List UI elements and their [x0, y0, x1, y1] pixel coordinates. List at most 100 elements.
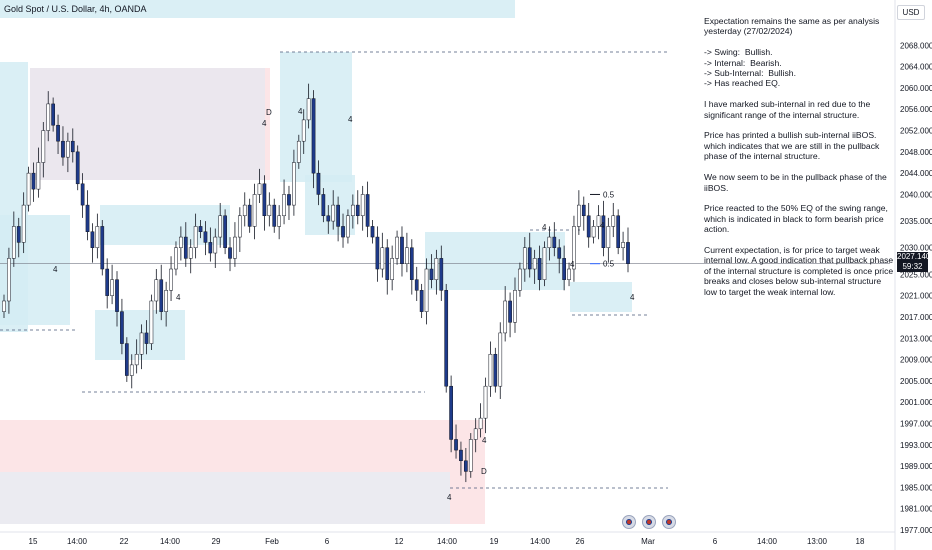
structure-label: D: [266, 108, 272, 117]
price-tick-label: 2005.000: [900, 377, 932, 386]
candle-body: [203, 231, 208, 243]
structure-label: 4: [262, 119, 267, 128]
candle-body: [527, 247, 532, 270]
candle-body: [95, 226, 100, 248]
candle-body: [405, 247, 409, 264]
structure-zone: [0, 472, 450, 524]
candle-body: [139, 332, 144, 355]
candle-body: [26, 172, 31, 206]
candle-body: [144, 332, 149, 344]
price-tick-label: 2040.000: [900, 190, 932, 199]
candle-body: [468, 439, 473, 472]
price-tick-label: 2048.000: [900, 148, 932, 157]
chart-title: Gold Spot / U.S. Dollar, 4h, OANDA: [4, 4, 147, 14]
candle-body: [409, 247, 414, 280]
candle-body: [149, 300, 154, 344]
structure-label: 4: [630, 293, 635, 302]
candle-body: [390, 258, 395, 280]
currency-button[interactable]: USD: [897, 5, 925, 20]
candle-body: [267, 204, 272, 217]
flag-us-icon[interactable]: [662, 515, 676, 529]
candle-body: [522, 247, 527, 270]
candle-body: [355, 204, 360, 217]
candle-body: [581, 204, 586, 217]
bar-countdown: 59:32: [902, 262, 923, 271]
candle-body: [513, 290, 517, 323]
candle-body: [518, 268, 522, 291]
candle-body: [429, 268, 434, 280]
time-tick-label: 6: [713, 537, 718, 546]
candle-body: [341, 226, 345, 238]
candle-body: [262, 183, 267, 217]
candle-body: [616, 215, 621, 248]
price-tick-label: 2001.000: [900, 398, 932, 407]
candle-body: [164, 290, 168, 312]
candle-body: [16, 226, 21, 243]
candle-body: [11, 226, 16, 259]
time-tick-label: 18: [856, 537, 865, 546]
candle-body: [557, 247, 562, 259]
last-price-tag: 2027.140 59:32: [897, 252, 931, 272]
candle-body: [562, 258, 566, 280]
candle-body: [572, 226, 576, 270]
candle-body: [159, 279, 164, 312]
candle-body: [395, 236, 399, 259]
candle-body: [370, 226, 375, 238]
price-tick-label: 1989.000: [900, 462, 932, 471]
flag-us-icon[interactable]: [622, 515, 636, 529]
candle-body: [439, 258, 444, 291]
candle-body: [449, 385, 453, 440]
candle-body: [301, 119, 306, 142]
candle-body: [70, 140, 75, 153]
candle-body: [542, 247, 547, 280]
structure-label: D: [481, 467, 487, 476]
structure-zone: [0, 215, 70, 325]
candle-body: [124, 343, 129, 376]
candle-body: [287, 194, 291, 206]
candle-body: [336, 204, 340, 227]
price-tick-label: 1977.000: [900, 526, 932, 535]
price-tick-label: 2035.000: [900, 217, 932, 226]
time-tick-label: 14:00: [437, 537, 458, 546]
candle-body: [444, 290, 449, 387]
candle-body: [56, 124, 60, 142]
time-axis: 15 14:00 22 14:00 29 Feb 6 12 14:00 19 14:00 26 Mar 6…: [0, 531, 895, 546]
price-tick-label: 2056.000: [900, 105, 932, 114]
candle-body: [75, 151, 80, 185]
candle-body: [419, 290, 424, 312]
structure-zone: [0, 0, 515, 18]
candle-body: [596, 215, 601, 227]
candle-body: [154, 279, 159, 302]
price-tick-label: 2030.000: [900, 244, 932, 253]
candle-body: [213, 236, 218, 254]
candle-body: [183, 236, 188, 259]
price-tick-label: 1993.000: [900, 441, 932, 450]
candle-body: [110, 279, 114, 296]
candle-body: [282, 194, 286, 217]
time-tick-label: 29: [212, 537, 221, 546]
candle-body: [621, 242, 625, 248]
time-tick-label: 12: [395, 537, 404, 546]
time-tick-label: 14:00: [757, 537, 778, 546]
price-tick-label: 2060.000: [900, 84, 932, 93]
candle-body: [41, 130, 46, 163]
candle-body: [601, 215, 606, 248]
grid-layer: [0, 51, 890, 489]
last-price-value: 2027.140: [897, 252, 931, 261]
candle-body: [503, 300, 508, 334]
time-tick-label: 19: [490, 537, 499, 546]
candle-body: [134, 353, 139, 366]
candle-body: [454, 439, 458, 451]
candle-body: [46, 103, 51, 131]
candle-body: [129, 364, 134, 376]
candle-body: [237, 215, 242, 238]
candle-body: [272, 204, 277, 227]
candle-body: [591, 226, 596, 238]
candle-body: [626, 242, 630, 264]
time-tick-label: 14:00: [530, 537, 551, 546]
flag-us-icon[interactable]: [642, 515, 656, 529]
candle-body: [498, 332, 503, 387]
candle-body: [208, 242, 213, 254]
